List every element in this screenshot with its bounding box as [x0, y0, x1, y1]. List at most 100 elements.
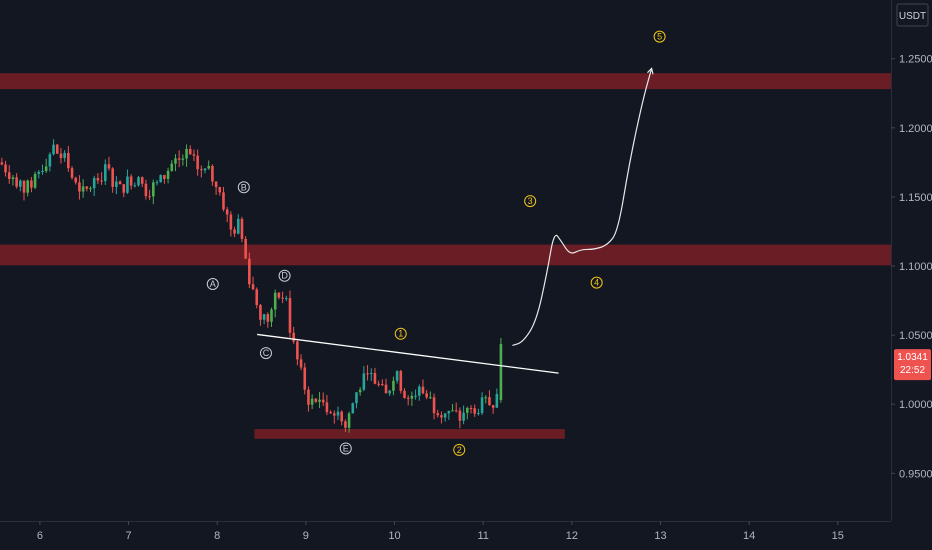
- candle-body: [7, 172, 11, 179]
- candle-body: [421, 386, 425, 394]
- x-tick-label: 11: [477, 530, 488, 542]
- candle-body: [366, 373, 369, 375]
- candle-body: [30, 180, 33, 188]
- candle-body: [63, 152, 66, 159]
- wave-label-circle: [394, 327, 407, 340]
- candle-countdown: 22:52: [900, 365, 925, 376]
- candle-body: [122, 184, 126, 193]
- candle-body: [166, 170, 170, 179]
- candle-body: [159, 175, 162, 183]
- y-tick-label: 1.0500: [899, 330, 932, 342]
- wave-label-circle: [278, 269, 291, 282]
- wave-label: 5: [653, 30, 666, 43]
- candle-body: [15, 177, 18, 187]
- candle-body: [425, 393, 428, 398]
- candle-body: [137, 177, 140, 186]
- time-axis[interactable]: 6 7 8 9 10 11 12 13 14 15: [37, 521, 844, 542]
- candle-body: [248, 258, 251, 285]
- y-tick-label: 1.1000: [899, 261, 932, 273]
- projection-path[interactable]: [512, 68, 653, 347]
- current-price-value: 1.0341: [897, 352, 928, 363]
- candle-body: [214, 181, 218, 188]
- wave-label-text: B: [241, 182, 247, 192]
- candle-body: [447, 410, 451, 414]
- candle-body: [33, 173, 37, 188]
- candle-body: [92, 178, 96, 189]
- candle-body: [417, 386, 421, 396]
- wave-label-circle: [237, 181, 250, 194]
- candle-body: [59, 153, 63, 159]
- candle-body: [307, 389, 310, 405]
- candle-body: [466, 408, 469, 413]
- candle-body: [233, 229, 236, 234]
- candle-body: [185, 148, 188, 159]
- wave-label-circle: [259, 347, 272, 360]
- candle-body: [381, 384, 384, 386]
- resistance-zone: [0, 73, 891, 90]
- wave-label-text: D: [281, 271, 288, 281]
- candle-body: [148, 196, 151, 198]
- wave-labels-layer: A B C D E 1 2 3 4 5: [206, 30, 666, 456]
- candle-body: [310, 398, 314, 405]
- candle-body: [303, 367, 307, 390]
- trendline[interactable]: [257, 333, 559, 374]
- x-tick-label: 15: [832, 530, 844, 542]
- y-tick-label: 0.9500: [899, 468, 932, 480]
- candle-body: [48, 154, 52, 167]
- zones-layer: [0, 73, 891, 439]
- candle-body: [218, 187, 222, 193]
- candle-body: [321, 399, 325, 403]
- current-price-tag: 1.0341 22:52: [894, 349, 931, 381]
- candle-body: [196, 155, 199, 170]
- wave-label-circle: [339, 442, 352, 455]
- wave-label: D: [278, 269, 291, 282]
- wave-label-text: 2: [457, 445, 462, 455]
- candle-body: [67, 152, 70, 169]
- candle-body: [333, 413, 336, 416]
- candle-body: [4, 164, 7, 173]
- candle-body: [436, 413, 440, 416]
- price-axis[interactable]: 1.2500 1.2000 1.1500 1.1000 1.0500 1.0000 0.95…: [891, 54, 932, 481]
- wave-label-circle: [206, 277, 219, 290]
- candle-body: [129, 176, 133, 186]
- candle-body: [491, 405, 495, 408]
- candle-body: [403, 390, 406, 398]
- wave-label-text: 3: [528, 196, 533, 206]
- candle-body: [473, 408, 476, 414]
- candle-body: [188, 148, 192, 155]
- candle-body: [22, 180, 26, 193]
- candle-body: [222, 192, 225, 210]
- candle-body: [133, 185, 137, 187]
- wave-label-text: 5: [657, 32, 662, 42]
- projection-arrow-head: [647, 67, 654, 75]
- currency-badge[interactable]: USDT: [896, 3, 929, 27]
- candle-body: [0, 162, 4, 165]
- candle-body: [251, 284, 255, 290]
- candle-body: [288, 298, 292, 333]
- wave-label: 2: [453, 443, 466, 456]
- candle-body: [103, 164, 107, 182]
- x-tick-label: 12: [566, 530, 578, 542]
- candle-body: [299, 359, 303, 368]
- x-tick-label: 7: [125, 530, 131, 542]
- candle-body: [296, 341, 299, 360]
- x-tick-label: 9: [303, 530, 309, 542]
- candle-body: [344, 421, 347, 428]
- candle-body: [355, 392, 358, 404]
- candle-body: [281, 297, 284, 299]
- candle-body: [477, 412, 480, 414]
- candle-body: [19, 180, 22, 187]
- candle-body: [358, 389, 362, 393]
- x-tick-label: 13: [654, 530, 666, 542]
- candle-body: [484, 397, 488, 399]
- candle-body: [177, 158, 181, 160]
- candle-body: [174, 158, 177, 164]
- candle-body: [384, 384, 388, 394]
- candle-body: [432, 397, 436, 414]
- candle-body: [107, 164, 111, 169]
- candle-body: [181, 158, 185, 160]
- candle-body: [140, 177, 144, 184]
- candle-body: [11, 177, 15, 179]
